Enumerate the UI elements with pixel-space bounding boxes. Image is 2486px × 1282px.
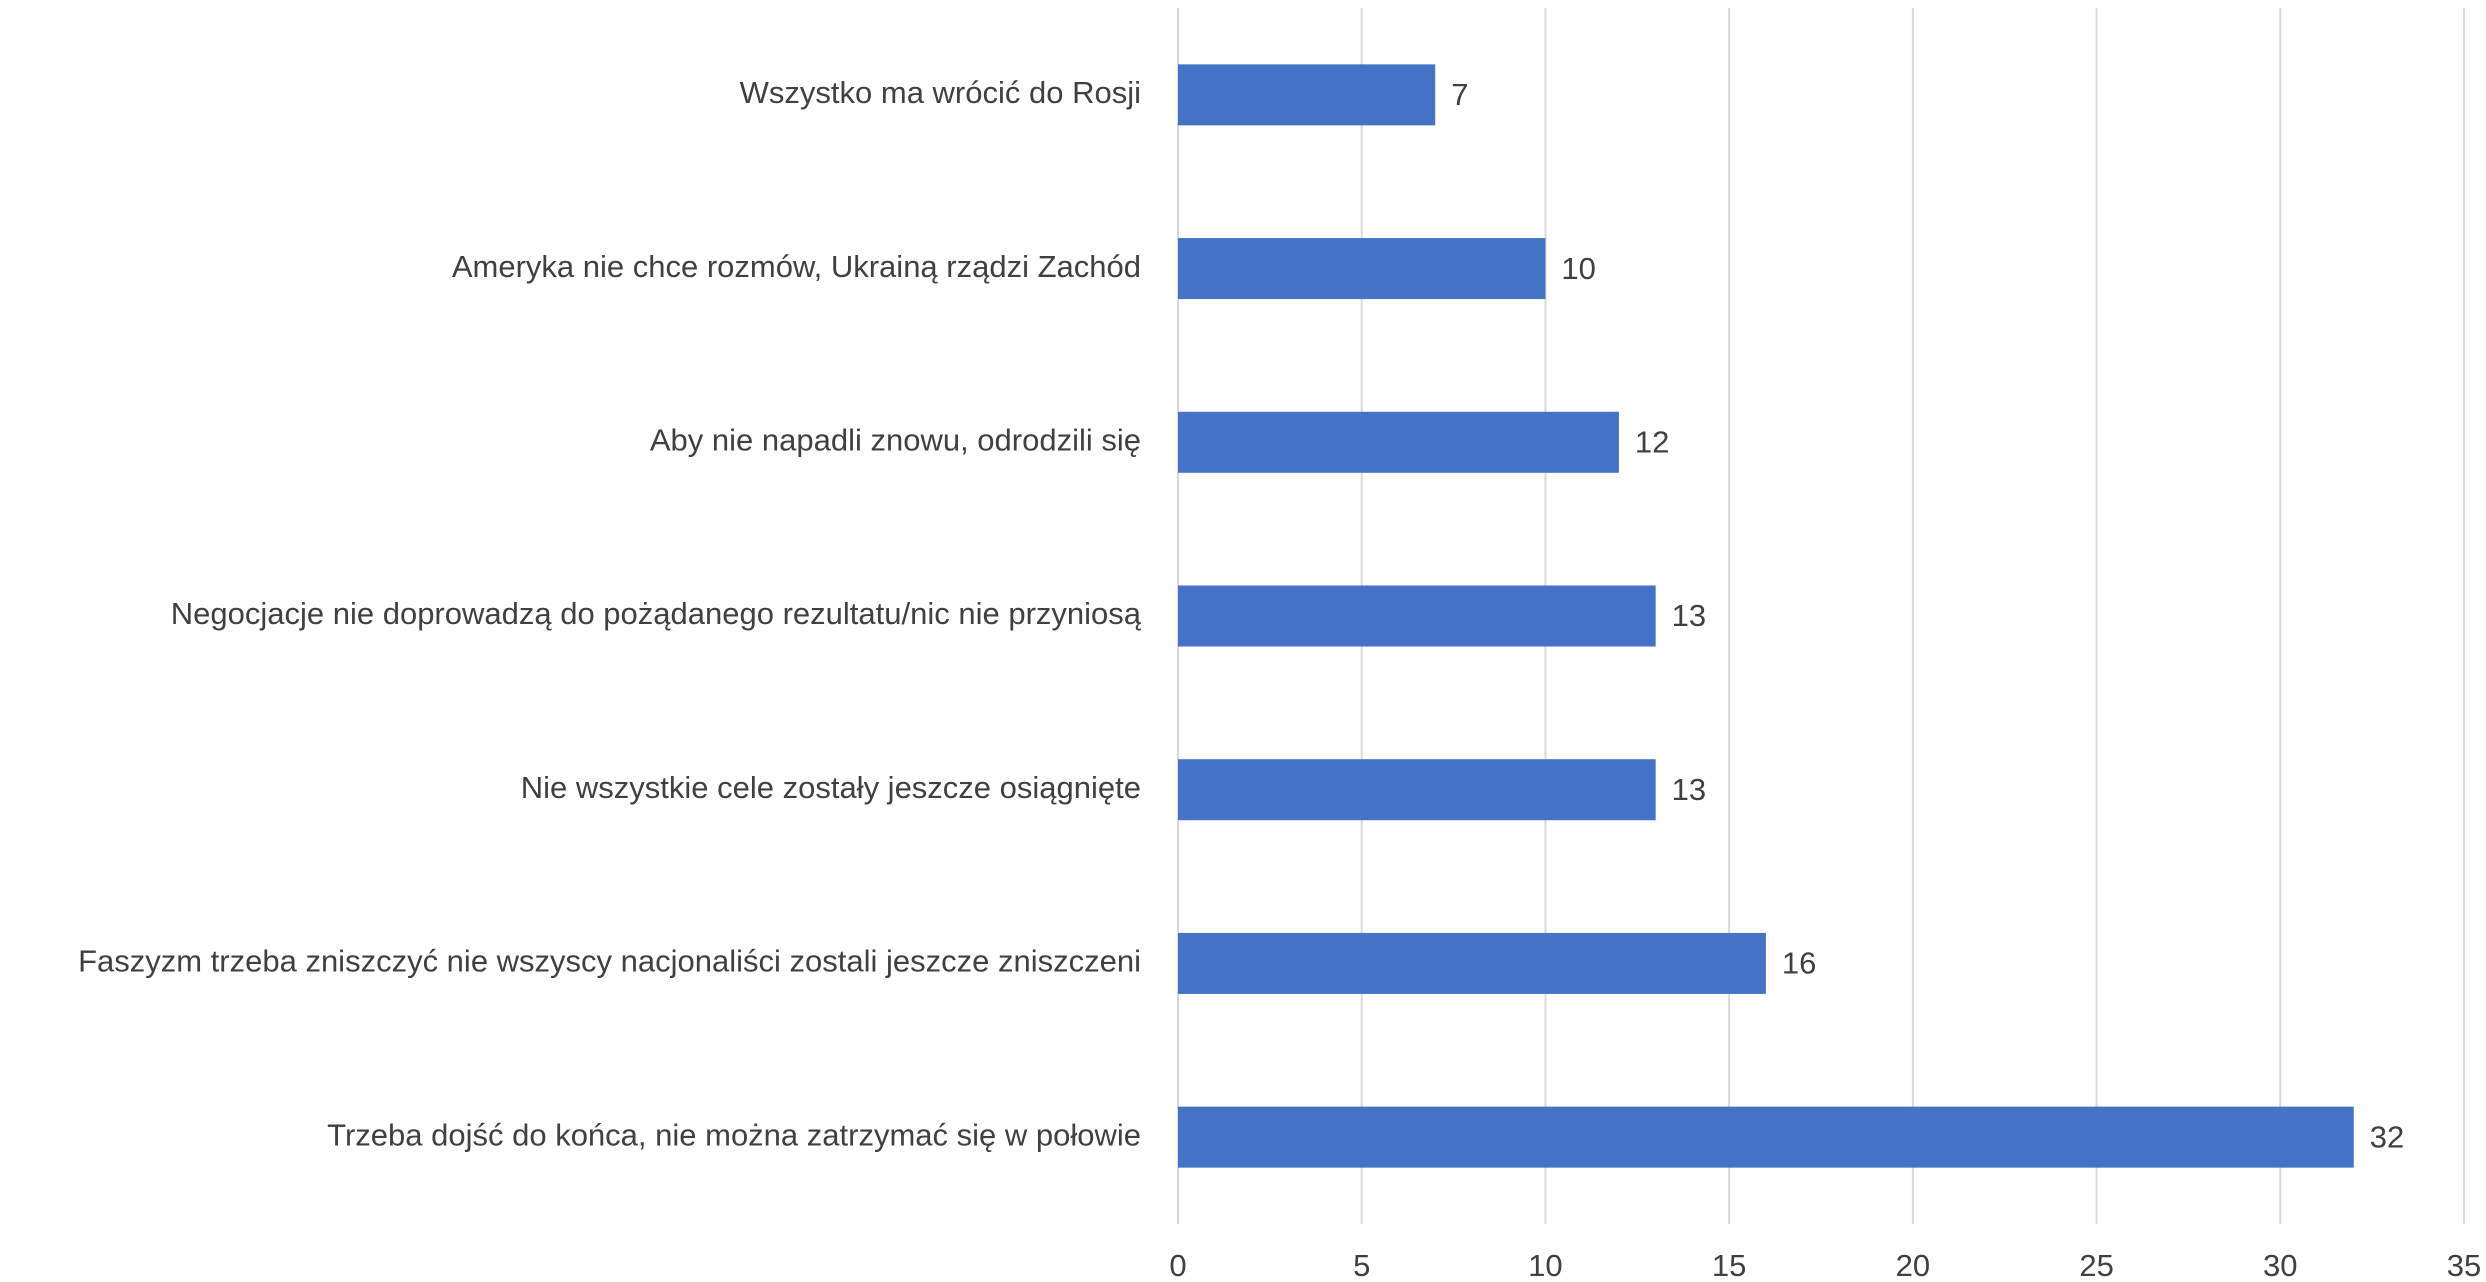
x-tick-label: 0 [1169, 1248, 1186, 1282]
y-tick-label: Ameryka nie chce rozmów, Ukrainą rządzi … [452, 249, 1141, 284]
x-tick-label: 10 [1528, 1248, 1562, 1282]
y-tick-label: Negocjacje nie doprowadzą do pożądanego … [171, 596, 1142, 631]
x-tick-label: 20 [1896, 1248, 1930, 1282]
data-label: 32 [2370, 1119, 2404, 1154]
y-tick-label: Wszystko ma wrócić do Rosji [740, 75, 1141, 110]
bar [1178, 238, 1546, 300]
x-tick-label: 30 [2263, 1248, 2297, 1282]
data-label: 7 [1451, 77, 1468, 112]
x-tick-label: 5 [1353, 1248, 1370, 1282]
bar [1178, 585, 1656, 647]
data-label: 13 [1672, 772, 1706, 807]
bar [1178, 1106, 2354, 1168]
y-tick-label: Aby nie napadli znowu, odrodzili się [650, 422, 1141, 457]
y-tick-label: Trzeba dojść do końca, nie można zatrzym… [327, 1117, 1141, 1152]
data-label: 10 [1561, 251, 1595, 286]
data-label: 13 [1672, 598, 1706, 633]
x-tick-label: 25 [2079, 1248, 2113, 1282]
data-label: 16 [1782, 946, 1816, 981]
x-tick-label: 35 [2447, 1248, 2481, 1282]
data-label: 12 [1635, 424, 1669, 459]
y-tick-label: Faszyzm trzeba zniszczyć nie wszyscy nac… [78, 944, 1141, 979]
bar [1178, 411, 1619, 473]
x-tick-label: 15 [1712, 1248, 1746, 1282]
bar [1178, 932, 1766, 994]
y-tick-label: Nie wszystkie cele zostały jeszcze osiąg… [521, 770, 1141, 805]
bar [1178, 759, 1656, 821]
bar [1178, 64, 1436, 126]
